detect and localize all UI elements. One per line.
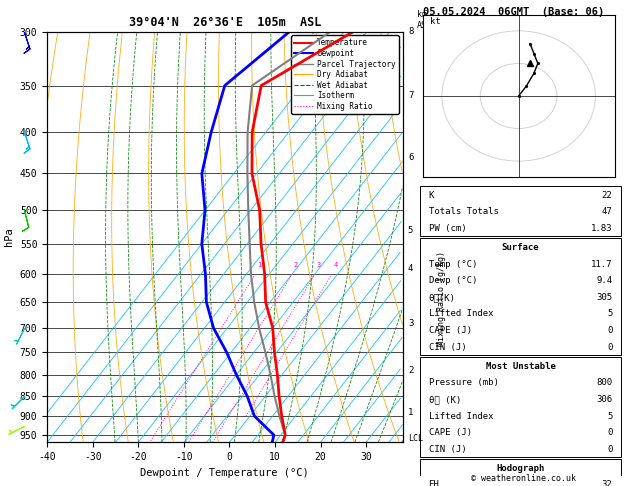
Text: 1.83: 1.83: [591, 224, 613, 233]
Text: CAPE (J): CAPE (J): [428, 428, 472, 437]
Text: Surface: Surface: [502, 243, 539, 252]
Text: Totals Totals: Totals Totals: [428, 208, 498, 216]
Text: 11.7: 11.7: [591, 260, 613, 269]
Text: 5: 5: [408, 226, 413, 235]
Text: 9.4: 9.4: [596, 276, 613, 285]
Text: θᴇ (K): θᴇ (K): [428, 395, 461, 404]
Text: 7: 7: [408, 91, 413, 100]
Text: 2: 2: [408, 366, 413, 375]
Text: LCL: LCL: [408, 434, 423, 443]
Text: 1: 1: [257, 262, 261, 268]
Text: Lifted Index: Lifted Index: [428, 310, 493, 318]
Text: 0: 0: [607, 428, 613, 437]
Text: Mixing Ratio (g/kg): Mixing Ratio (g/kg): [437, 251, 446, 346]
Text: 3: 3: [316, 262, 321, 268]
Text: 22: 22: [602, 191, 613, 200]
Text: 800: 800: [596, 378, 613, 387]
Text: 5: 5: [607, 412, 613, 420]
Text: CIN (J): CIN (J): [428, 343, 466, 352]
Title: 39°04'N  26°36'E  105m  ASL: 39°04'N 26°36'E 105m ASL: [129, 16, 321, 29]
Text: 3: 3: [408, 318, 413, 328]
Text: kt: kt: [430, 17, 441, 26]
Text: EH: EH: [428, 480, 439, 486]
Text: 8: 8: [408, 27, 413, 36]
Text: 47: 47: [602, 208, 613, 216]
X-axis label: Dewpoint / Temperature (°C): Dewpoint / Temperature (°C): [140, 468, 309, 478]
Text: 0: 0: [607, 445, 613, 454]
Text: Temp (°C): Temp (°C): [428, 260, 477, 269]
Legend: Temperature, Dewpoint, Parcel Trajectory, Dry Adiabat, Wet Adiabat, Isotherm, Mi: Temperature, Dewpoint, Parcel Trajectory…: [291, 35, 399, 114]
Text: 32: 32: [602, 480, 613, 486]
Text: 5: 5: [607, 310, 613, 318]
Text: km
ASL: km ASL: [417, 10, 431, 30]
Text: 2: 2: [294, 262, 298, 268]
Text: Pressure (mb): Pressure (mb): [428, 378, 498, 387]
Text: Most Unstable: Most Unstable: [486, 362, 555, 371]
Text: 4: 4: [333, 262, 338, 268]
Text: © weatheronline.co.uk: © weatheronline.co.uk: [471, 474, 576, 483]
Text: 6: 6: [408, 153, 413, 162]
Text: CIN (J): CIN (J): [428, 445, 466, 454]
Text: 4: 4: [408, 264, 413, 273]
Text: Hodograph: Hodograph: [496, 464, 545, 473]
Text: K: K: [428, 191, 434, 200]
Text: 305: 305: [596, 293, 613, 302]
Text: Dewp (°C): Dewp (°C): [428, 276, 477, 285]
Text: 1: 1: [408, 408, 413, 417]
Text: 0: 0: [607, 326, 613, 335]
Y-axis label: hPa: hPa: [4, 227, 14, 246]
Text: Lifted Index: Lifted Index: [428, 412, 493, 420]
Text: 306: 306: [596, 395, 613, 404]
Text: 0: 0: [607, 343, 613, 352]
Text: 05.05.2024  06GMT  (Base: 06): 05.05.2024 06GMT (Base: 06): [423, 7, 604, 17]
Text: CAPE (J): CAPE (J): [428, 326, 472, 335]
Text: PW (cm): PW (cm): [428, 224, 466, 233]
Text: θᴇ(K): θᴇ(K): [428, 293, 455, 302]
